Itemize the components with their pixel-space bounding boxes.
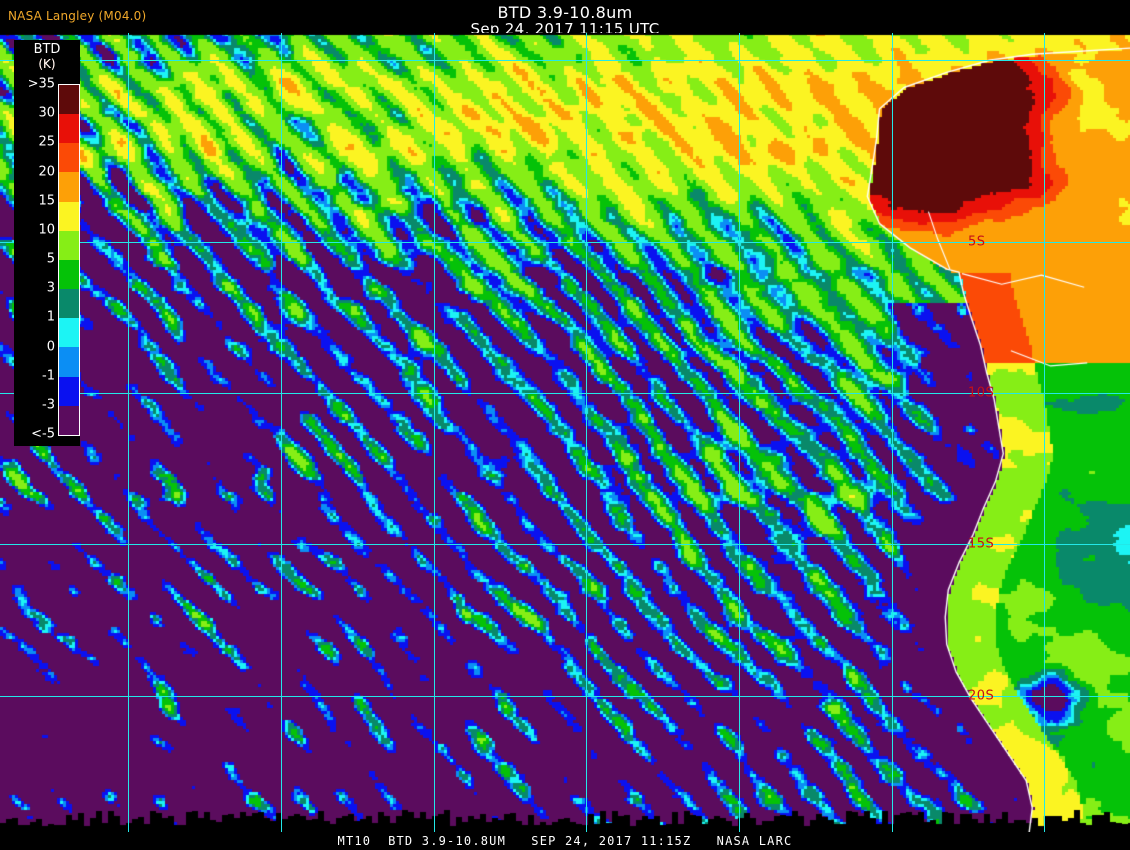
- colorbar-title: BTD: [33, 42, 61, 57]
- colorbar-swatch: [59, 114, 79, 144]
- latitude-label: 10S: [968, 385, 995, 401]
- colorbar-tick: 5: [46, 251, 55, 267]
- colorbar-tick: 20: [38, 164, 55, 179]
- colorbar-swatch: [59, 201, 79, 231]
- colorbar-swatch: [59, 318, 79, 348]
- latitude-label: 5S: [968, 234, 986, 250]
- colorbar-tick: 25: [38, 134, 55, 150]
- colorbar-swatch: [59, 143, 79, 173]
- colorbar-tick: -3: [42, 397, 55, 413]
- colorbar-unit-overlay: (K): [38, 57, 56, 71]
- colorbar-tick: -1: [42, 368, 55, 384]
- colorbar-swatch: [59, 405, 79, 435]
- satellite-btd-heatmap[interactable]: [0, 33, 1130, 832]
- colorbar-tick: 15: [38, 193, 55, 209]
- nasa-langley-credit: NASA Langley (M04.0): [8, 9, 147, 23]
- colorbar-swatch: [59, 376, 79, 406]
- latitude-label: 20S: [968, 688, 995, 704]
- colorbar-tick: 1: [46, 309, 55, 325]
- colorbar-legend: BTD (K) (K) >35 30 25 20 15 10 5 3 1 0 -1 -3 <-5: [14, 40, 80, 446]
- page-title: BTD 3.9-10.8um: [497, 3, 633, 22]
- colorbar-swatch: [59, 347, 79, 377]
- colorbar-tick: 10: [38, 222, 55, 238]
- colorbar-swatch: [59, 259, 79, 290]
- colorbar-swatch: [59, 289, 79, 319]
- colorbar-tick: 3: [46, 280, 55, 296]
- colorbar-gradient: [58, 84, 80, 436]
- latitude-label: 15S: [968, 536, 995, 552]
- footer-caption: MT10 BTD 3.9-10.8UM SEP 24, 2017 11:15Z …: [0, 832, 1130, 850]
- colorbar-swatch: [59, 230, 79, 260]
- colorbar-swatch: [59, 85, 79, 115]
- colorbar-tick: 30: [38, 105, 55, 121]
- colorbar-tick: 0: [46, 339, 55, 354]
- colorbar-tick: >35: [27, 76, 55, 92]
- colorbar-unit: (K): [38, 57, 56, 71]
- colorbar-swatch: [59, 172, 79, 202]
- colorbar-tick: <-5: [31, 426, 55, 442]
